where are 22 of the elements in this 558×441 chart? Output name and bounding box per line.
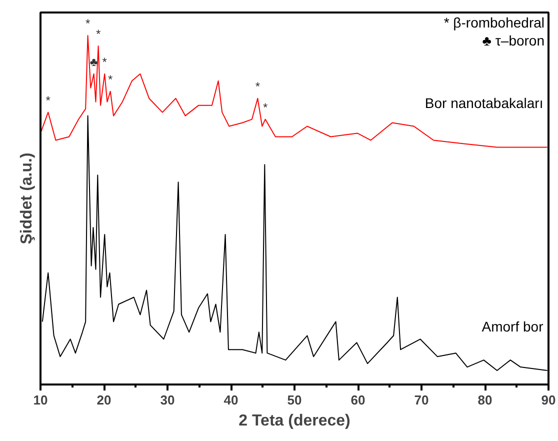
annotation: * <box>255 79 260 94</box>
series-label: Bor nanotabakaları <box>424 95 544 112</box>
annotation: ♣ τ–boron <box>482 32 545 48</box>
x-tick-label: 20 <box>96 392 112 408</box>
annotation: * <box>96 27 101 41</box>
x-tick-label: 60 <box>350 392 366 408</box>
annotation: * <box>108 72 114 86</box>
series-label: Amorf bor <box>482 318 544 335</box>
y-axis-title: Şiddet (a.u.) <box>18 152 36 244</box>
x-tick-label: 80 <box>478 392 492 408</box>
x-tick-label: 10 <box>33 392 48 408</box>
annotation: * <box>46 93 51 108</box>
x-tick-label: 70 <box>414 392 429 408</box>
annotation: * <box>85 16 90 31</box>
x-tick-label: 30 <box>160 392 175 408</box>
x-tick-label: 40 <box>224 392 238 408</box>
x-tick-label: 50 <box>287 392 302 408</box>
text: * β-rombohedral <box>444 14 545 30</box>
annotation: * <box>262 100 268 114</box>
x-tick-label: 90 <box>541 392 556 408</box>
x-axis-title: 2 Teta (derece) <box>238 412 350 430</box>
annotation: * <box>102 54 108 69</box>
